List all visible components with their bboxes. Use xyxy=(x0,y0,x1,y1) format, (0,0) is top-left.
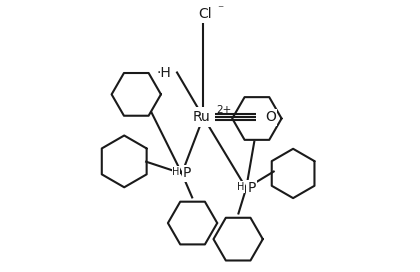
Text: Cl: Cl xyxy=(198,7,211,21)
Text: P: P xyxy=(247,181,256,195)
Text: 2+: 2+ xyxy=(216,106,231,115)
Text: Ru: Ru xyxy=(193,110,211,124)
Text: ⁻: ⁻ xyxy=(217,4,223,17)
Text: ·H: ·H xyxy=(156,66,171,80)
Text: O: O xyxy=(265,110,276,124)
Text: H: H xyxy=(237,182,244,192)
Text: H: H xyxy=(172,167,180,177)
Text: P: P xyxy=(183,166,191,180)
